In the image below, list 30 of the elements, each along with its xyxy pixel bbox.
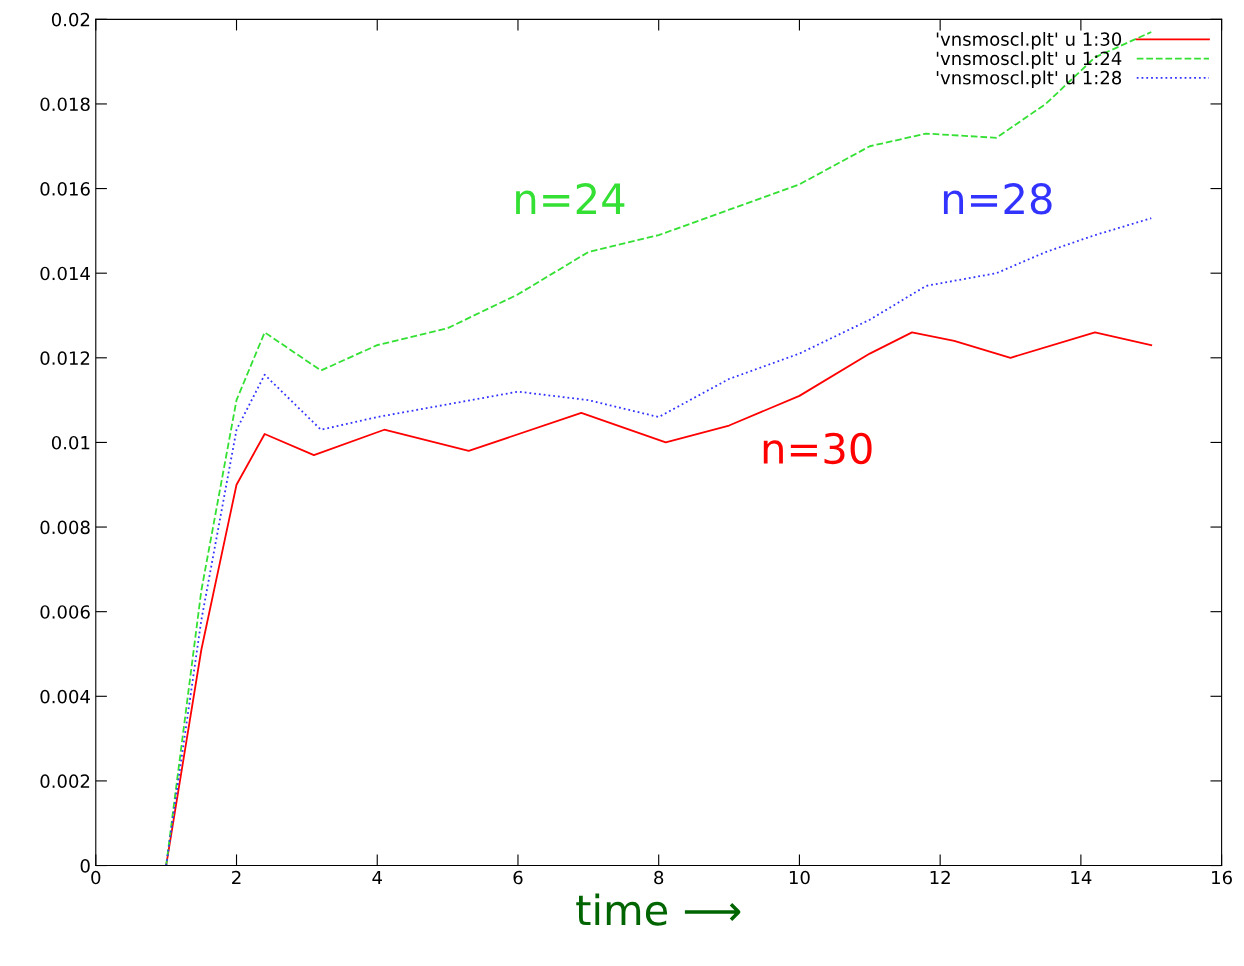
x-tick-label: 14 bbox=[1071, 870, 1092, 885]
x-tick-label: 6 bbox=[513, 870, 523, 885]
x-axis-title: time ⟶ bbox=[576, 893, 741, 926]
annotation: n=30 bbox=[763, 432, 872, 465]
y-tick-label: 0.014 bbox=[40, 266, 90, 281]
y-tick-label: 0.016 bbox=[40, 182, 90, 196]
y-tick-label: 0.006 bbox=[40, 605, 90, 619]
legend-label: 'vnsmoscl.plt' u 1:30 bbox=[936, 31, 1122, 50]
line-series bbox=[165, 331, 1153, 866]
x-tick-label: 10 bbox=[789, 870, 810, 885]
y-tick-label: 0.012 bbox=[40, 351, 90, 365]
x-tick-label: 4 bbox=[372, 870, 382, 885]
x-tick-label: 8 bbox=[654, 870, 664, 885]
legend-label: 'vnsmoscl.plt' u 1:24 bbox=[936, 51, 1122, 69]
annotation: n=28 bbox=[943, 183, 1052, 215]
x-tick-label: 0 bbox=[91, 870, 101, 885]
x-tick-label: 16 bbox=[1212, 870, 1232, 885]
annotation: n=24 bbox=[516, 183, 625, 214]
y-tick-label: 0 bbox=[80, 859, 90, 873]
y-tick-label: 0.002 bbox=[40, 774, 90, 789]
line-series bbox=[165, 31, 1153, 866]
y-tick-label: 0.018 bbox=[40, 97, 90, 112]
x-tick-label: 12 bbox=[930, 870, 950, 885]
x-tick-label: 2 bbox=[232, 870, 241, 885]
y-tick-label: 0.008 bbox=[40, 520, 90, 535]
y-tick-label: 0.02 bbox=[51, 12, 90, 27]
line-series bbox=[165, 217, 1153, 866]
y-tick-label: 0.01 bbox=[51, 435, 90, 450]
y-tick-label: 0.004 bbox=[40, 689, 90, 704]
legend-label: 'vnsmoscl.plt' u 1:28 bbox=[936, 70, 1122, 88]
